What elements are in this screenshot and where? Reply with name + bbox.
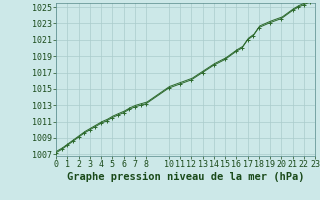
X-axis label: Graphe pression niveau de la mer (hPa): Graphe pression niveau de la mer (hPa)	[67, 172, 304, 182]
